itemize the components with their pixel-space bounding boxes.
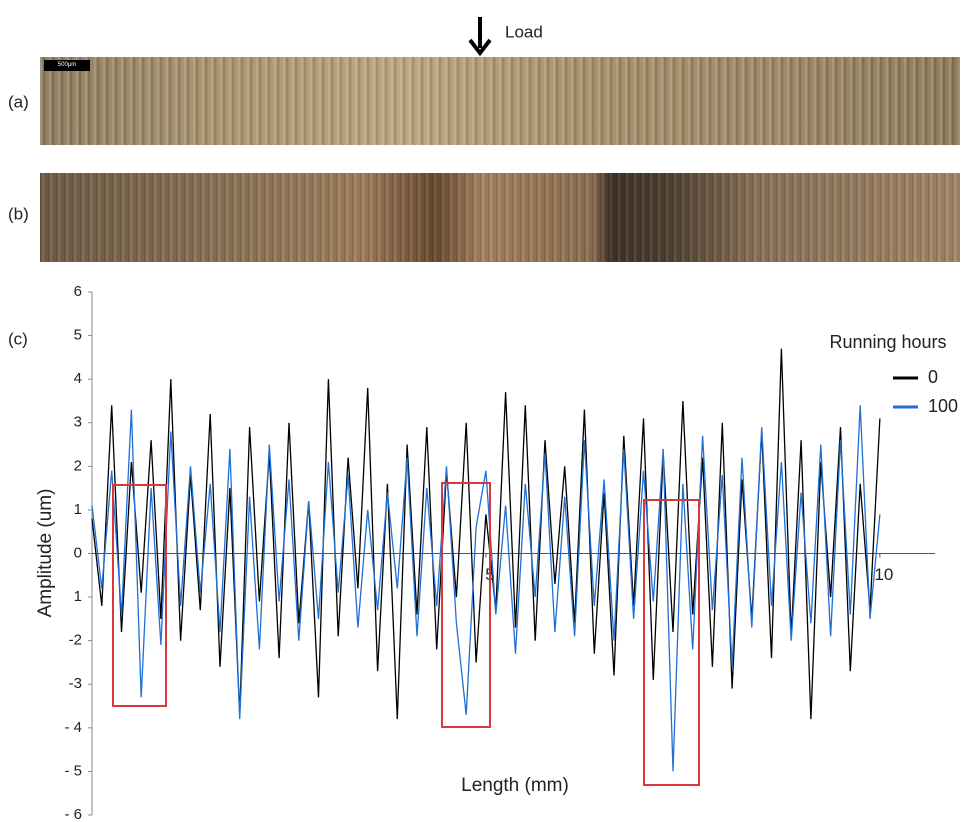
y-tick-label: -3	[69, 675, 82, 692]
highlight-box	[441, 482, 491, 728]
legend-label: 100	[928, 396, 958, 416]
panel-label: (b)	[8, 204, 29, 223]
y-tick-label: 1	[74, 501, 82, 518]
data-line	[91, 405, 881, 772]
legend-title: Running hours	[829, 332, 946, 352]
y-tick-label: 6	[74, 283, 82, 300]
highlight-box	[643, 499, 700, 786]
y-axis-label: Amplitude (um)	[35, 489, 56, 618]
y-tick-label: - 4	[64, 719, 82, 736]
y-tick-label: 5	[74, 327, 82, 344]
micrograph-b	[40, 173, 960, 262]
load-label: Load	[505, 22, 543, 41]
highlight-box	[112, 484, 167, 707]
panel-label: (c)	[8, 329, 28, 348]
micrograph-a	[40, 57, 960, 145]
panel-label: (a)	[8, 92, 29, 111]
y-tick-label: 0	[74, 544, 82, 561]
y-tick-label: 3	[74, 414, 82, 431]
y-tick-label: - 6	[64, 806, 82, 822]
x-axis-label: Length (mm)	[461, 775, 569, 796]
x-tick-label: 10	[874, 565, 893, 584]
legend-label: 0	[928, 367, 938, 387]
y-tick-label: -2	[69, 632, 82, 649]
data-line	[91, 348, 881, 720]
y-tick-label: 4	[74, 370, 82, 387]
load-arrow-head	[468, 38, 492, 57]
scale-bar: 500μm	[44, 60, 90, 71]
y-tick-label: 2	[74, 457, 82, 474]
y-tick-label: - 5	[64, 762, 82, 779]
y-tick-label: 1	[74, 588, 82, 605]
